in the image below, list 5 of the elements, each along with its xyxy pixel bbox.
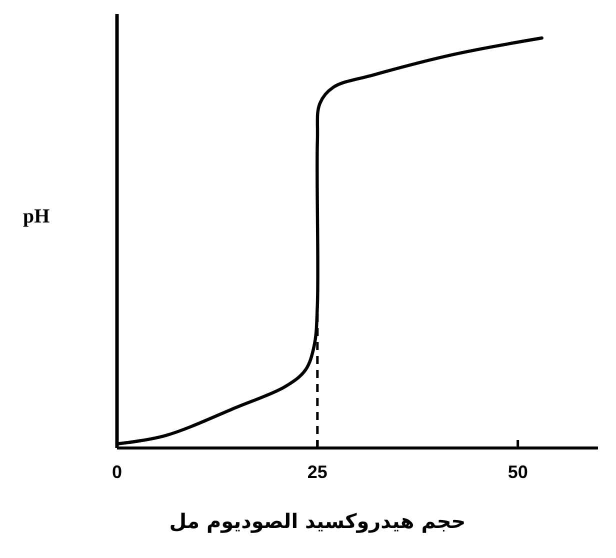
x-tick-label: 50 <box>508 462 528 482</box>
y-axis-title: pH <box>23 206 50 228</box>
x-tick-label: 25 <box>307 462 328 482</box>
x-tick-label: 0 <box>112 462 122 482</box>
x-axis-title: حجم هيدروكسيد الصوديوم مل <box>169 509 466 533</box>
